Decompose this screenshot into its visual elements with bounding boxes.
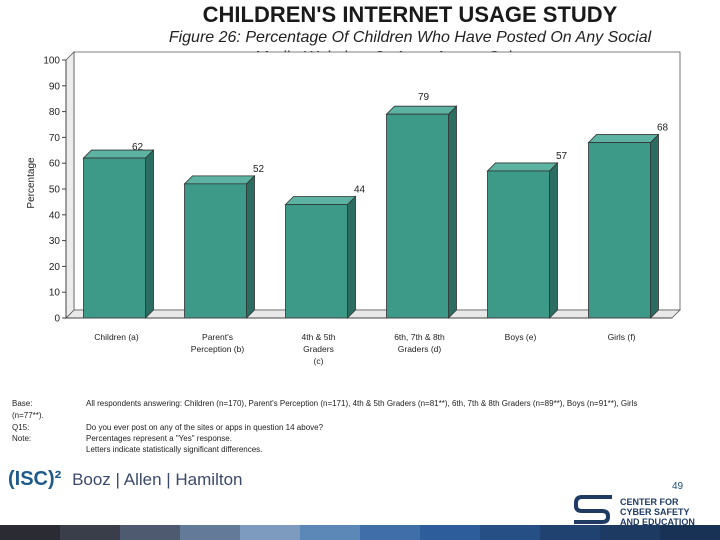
bar [285,204,348,319]
bar-side [549,161,558,319]
base-text-cont: (n=77**). [12,411,44,420]
x-tick-label: Children (a) [94,332,139,342]
bar [487,170,550,319]
bar [588,142,651,319]
footer-strip-segment [0,525,60,540]
footer-strip-segment [180,525,240,540]
note-text-2: Letters indicate statistically significa… [86,445,263,454]
bar-value-label: 62 [132,142,144,153]
footer-strip-segment [240,525,300,540]
footer-color-strip [0,525,720,540]
bar-value-label: 79 [418,92,430,103]
y-tick-label: 100 [43,56,60,67]
x-tick-label: Boys (e) [505,332,537,342]
footer-strip-segment [540,525,600,540]
y-tick-label: 20 [49,262,61,273]
footer-strip-segment [300,525,360,540]
bar-side [246,174,255,319]
x-tick-label: Graders (d) [398,344,442,354]
bar-top [385,105,458,115]
bar-value-label: 52 [253,164,265,175]
plot-back-wall [65,51,681,319]
bar-value-label: 57 [556,151,568,162]
ccse-line-2: CYBER SAFETY [620,507,690,517]
footer-strip-segment [420,525,480,540]
slide-title: CHILDREN'S INTERNET USAGE STUDY [202,2,618,27]
footer-strip-segment [120,525,180,540]
bar [386,113,449,319]
y-tick-label: 30 [49,236,61,247]
y-tick-label: 40 [49,210,61,221]
y-tick-label: 50 [49,185,61,196]
footer-strip-segment [600,525,660,540]
plot-floor [65,309,681,319]
brand-logos: (ISC)² Booz | Allen | Hamilton [8,468,242,491]
y-tick-label: 70 [49,133,61,144]
bar-top [284,196,357,205]
booz-allen-logo: Booz | Allen | Hamilton [72,470,243,489]
bar-value-label: 68 [657,123,669,134]
y-tick-label: 90 [49,81,61,92]
y-axis-label: Percentage [26,157,37,209]
question-text: Do you ever post on any of the sites or … [86,423,324,432]
x-tick-label: Perception (b) [191,344,245,354]
ccse-line-3: AND EDUCATION [620,517,695,527]
footer-strip-segment [480,525,540,540]
x-tick-label: 4th & 5th [301,332,335,342]
bar-top [486,162,559,172]
bar-top [587,134,660,143]
base-label: Base: [12,399,33,408]
bar [83,157,146,319]
x-tick-label: 6th, 7th & 8th [394,332,445,342]
note-label: Note: [12,434,32,443]
bar-value-label: 44 [354,184,366,195]
page-number: 49 [672,481,684,492]
x-tick-label: Girls (f) [608,332,636,342]
bar-side [650,133,659,319]
ccse-line-1: CENTER FOR [620,497,679,507]
x-tick-label: Graders [303,344,334,354]
bar-side [347,195,356,319]
x-tick-label: (c) [314,356,324,366]
plot-side-wall [65,51,75,319]
footer-strip-segment [60,525,120,540]
question-label: Q15: [12,423,30,432]
y-tick-label: 0 [54,314,60,325]
y-tick-label: 80 [49,107,61,118]
bar-side [145,149,154,319]
x-tick-label: Parent's [202,332,233,342]
footer-strip-segment [660,525,720,540]
base-text: All respondents answering: Children (n=1… [86,399,638,408]
note-text-1: Percentages represent a "Yes" response. [86,434,232,443]
bar [184,183,247,319]
footer-strip-segment [360,525,420,540]
isc-logo: (ISC)² [8,468,62,490]
y-tick-label: 60 [49,159,61,170]
ccse-logo-text: CENTER FOR CYBER SAFETY AND EDUCATION [620,497,695,527]
ccse-logo-icon [574,495,612,524]
y-tick-label: 10 [49,288,61,299]
bar-top [183,175,256,185]
bar-side [448,105,457,319]
